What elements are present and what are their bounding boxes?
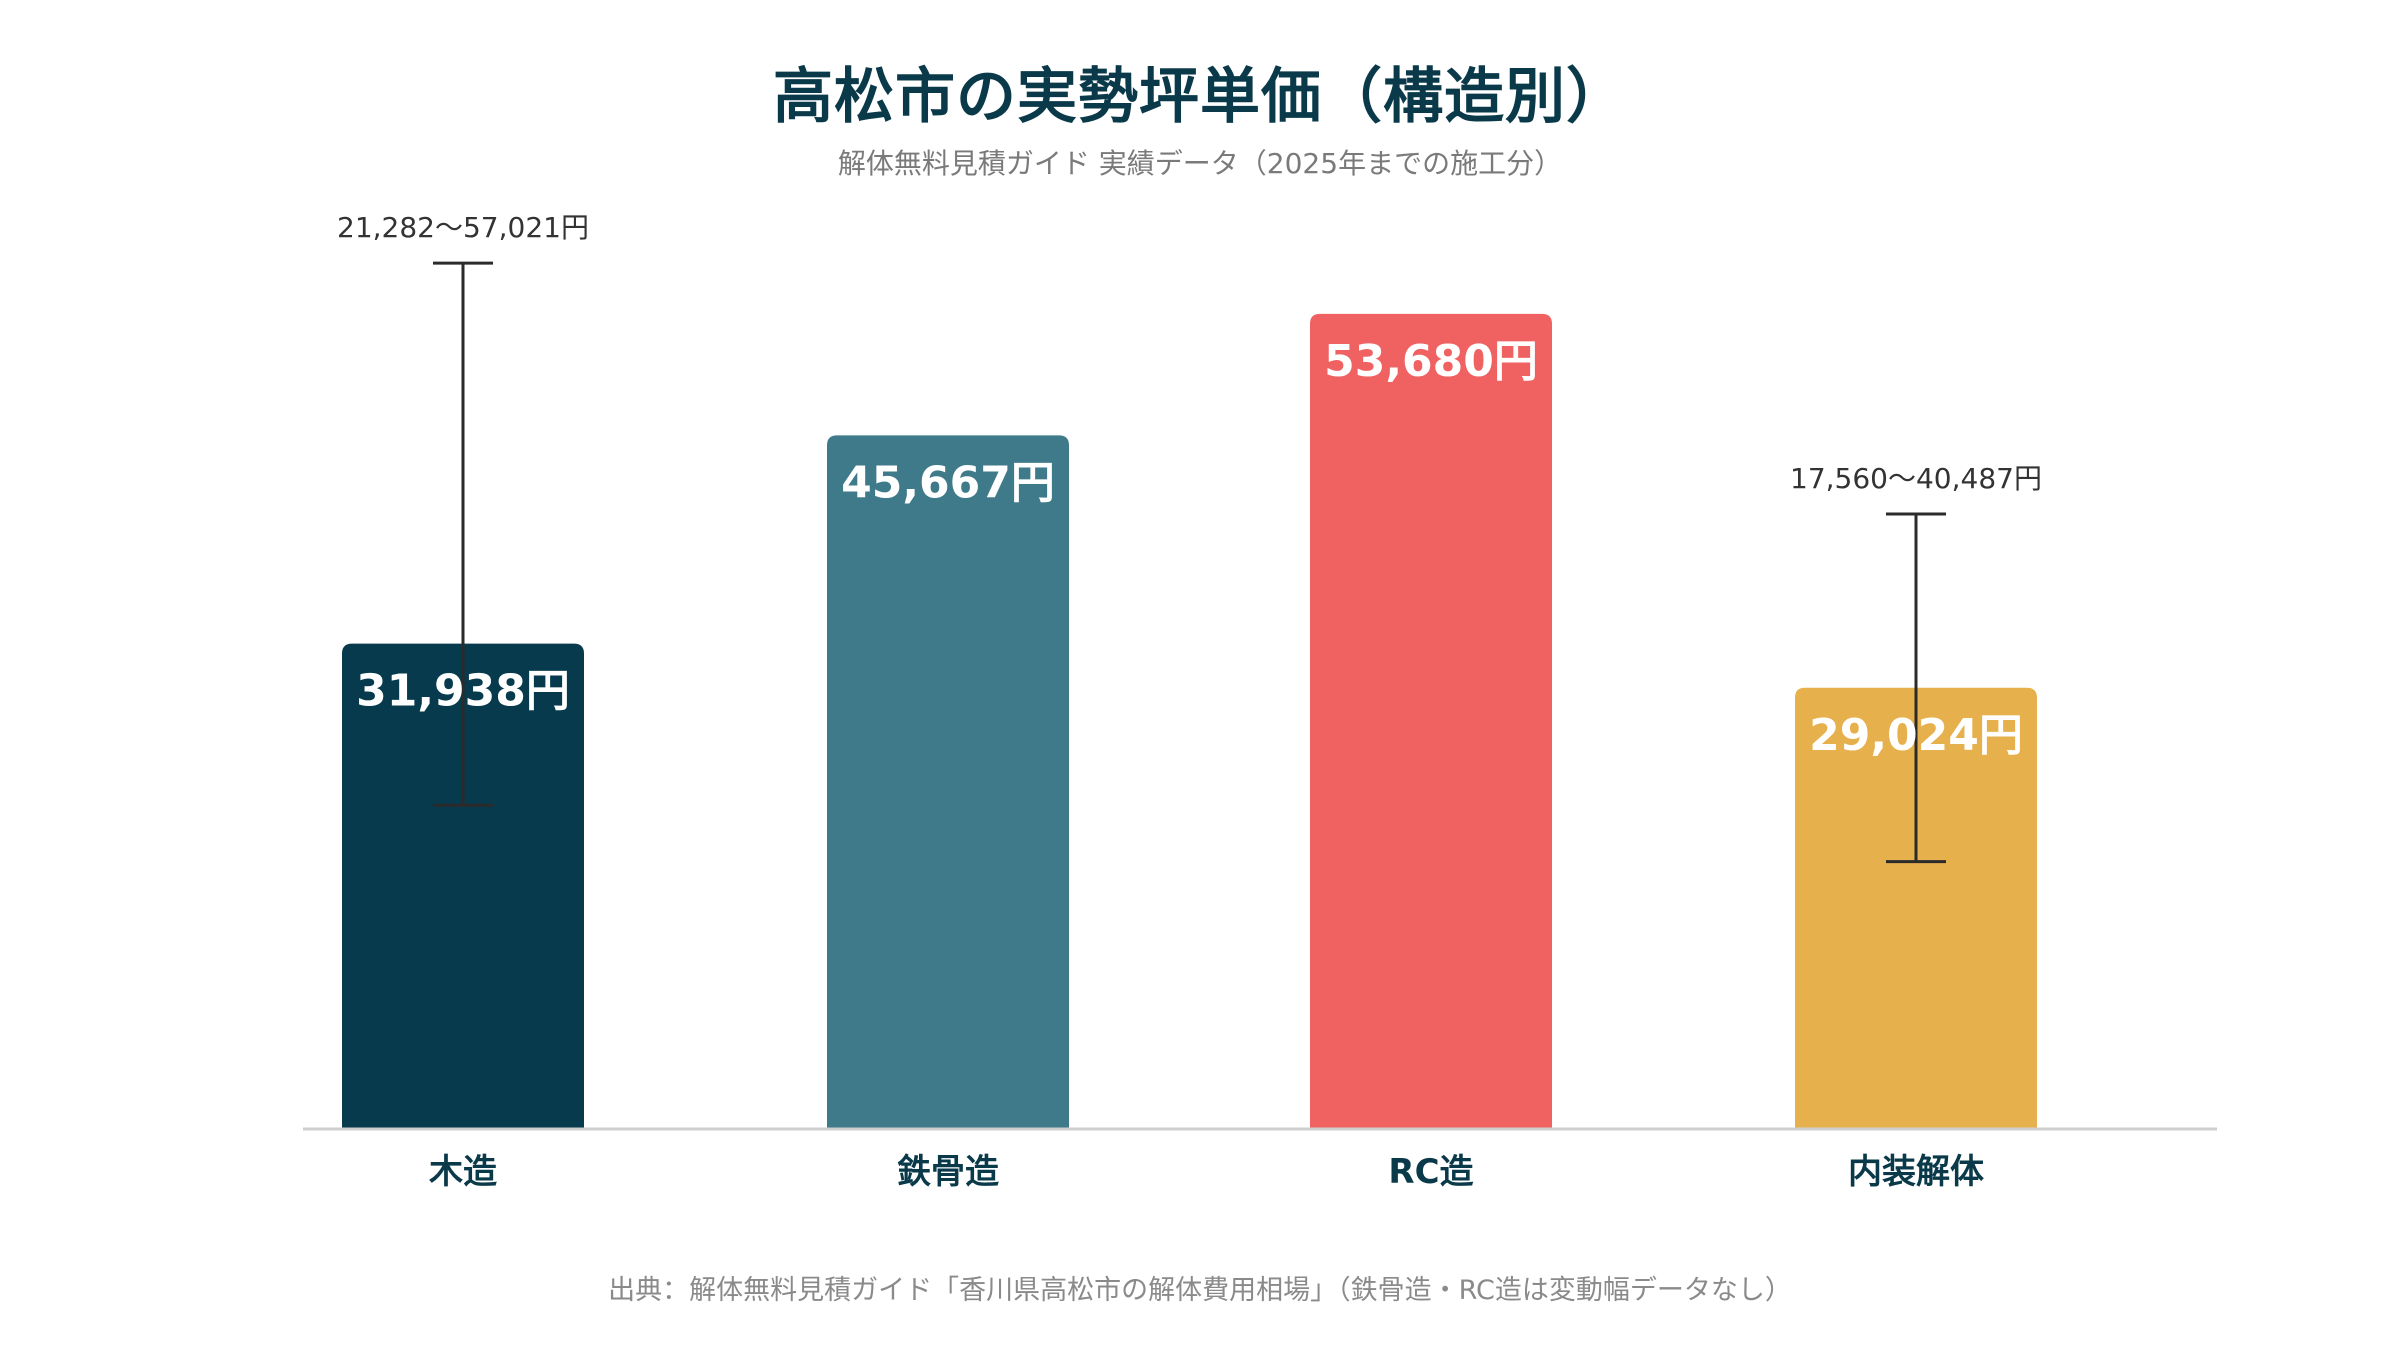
range-label: 17,560〜40,487円 — [1790, 462, 2042, 495]
bar — [1310, 313, 1552, 1128]
chart-subtitle: 解体無料見積ガイド 実績データ（2025年までの施工分） — [837, 147, 1563, 180]
bar — [827, 435, 1069, 1129]
category-label: 鉄骨造 — [897, 1152, 999, 1192]
category-label: RC造 — [1388, 1152, 1473, 1192]
value-label: 45,667円 — [841, 457, 1055, 508]
bar — [1795, 687, 2037, 1128]
value-label: 29,024円 — [1809, 710, 2023, 761]
category-label: 内装解体 — [1848, 1152, 1984, 1192]
range-label: 21,282〜57,021円 — [337, 211, 589, 244]
value-label: 31,938円 — [356, 666, 570, 717]
chart-source-note: 出典：解体無料見積ガイド「香川県高松市の解体費用相場」（鉄骨造・RC造は変動幅デ… — [608, 1275, 1792, 1306]
bar — [342, 643, 584, 1128]
category-label: 木造 — [428, 1152, 497, 1192]
chart-title: 高松市の実勢坪単価（構造別） — [773, 62, 1627, 132]
value-label: 53,680円 — [1324, 336, 1538, 387]
